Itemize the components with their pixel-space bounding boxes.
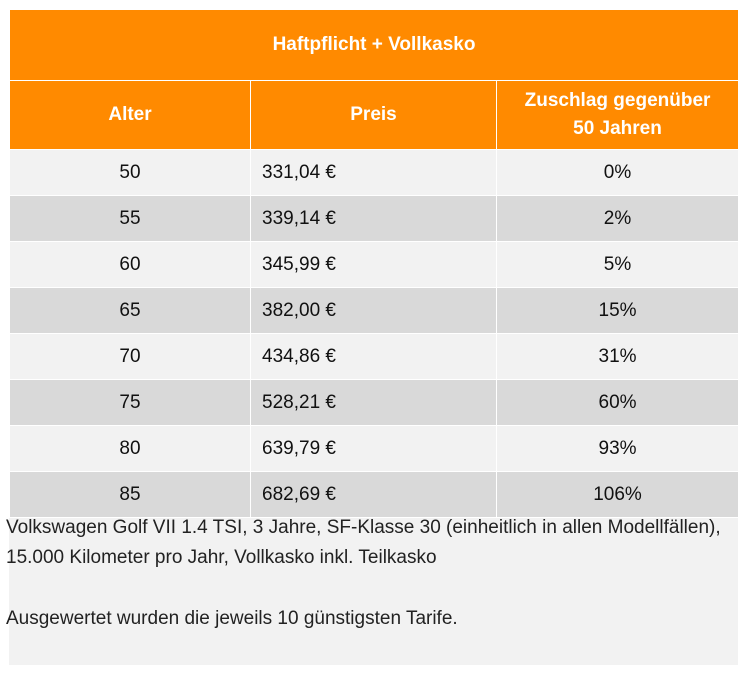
surcharge-cell: 60% <box>495 379 740 426</box>
table-row: 85 682,69 € 106% <box>9 471 740 518</box>
age-cell: 60 <box>9 241 251 288</box>
table-row: 50 331,04 € 0% <box>9 149 740 196</box>
price-cell: 434,86 € <box>250 333 497 380</box>
table-row: 65 382,00 € 15% <box>9 287 740 334</box>
insurance-price-table-panel: Haftpflicht + Vollkasko Alter Preis Zusc… <box>8 9 740 665</box>
price-cell: 382,00 € <box>250 287 497 334</box>
surcharge-cell: 2% <box>495 195 740 242</box>
surcharge-cell: 31% <box>495 333 740 380</box>
table-row: 75 528,21 € 60% <box>9 379 740 426</box>
price-cell: 528,21 € <box>250 379 497 426</box>
column-header-surcharge-line1: Zuschlag gegenüber <box>524 90 711 111</box>
table-title-row: Haftpflicht + Vollkasko <box>8 9 740 81</box>
surcharge-cell: 5% <box>495 241 740 288</box>
price-cell: 682,69 € <box>250 471 497 518</box>
table-title: Haftpflicht + Vollkasko <box>8 9 740 81</box>
evaluation-note: Ausgewertet wurden die jeweils 10 günsti… <box>6 608 458 629</box>
age-cell: 70 <box>9 333 251 380</box>
surcharge-cell: 93% <box>495 425 740 472</box>
age-cell: 50 <box>9 149 251 196</box>
price-cell: 639,79 € <box>250 425 497 472</box>
table-footnotes: Volkswagen Golf VII 1.4 TSI, 3 Jahre, SF… <box>6 513 724 634</box>
age-cell: 55 <box>9 195 251 242</box>
column-header-surcharge-line2: 50 Jahren <box>573 118 662 139</box>
table-row: 70 434,86 € 31% <box>9 333 740 380</box>
age-cell: 65 <box>9 287 251 334</box>
age-cell: 85 <box>9 471 251 518</box>
table-row: 55 339,14 € 2% <box>9 195 740 242</box>
price-cell: 339,14 € <box>250 195 497 242</box>
table-row: 60 345,99 € 5% <box>9 241 740 288</box>
column-header-price: Preis <box>250 80 497 150</box>
age-cell: 75 <box>9 379 251 426</box>
price-table: Haftpflicht + Vollkasko Alter Preis Zusc… <box>8 9 740 518</box>
price-cell: 331,04 € <box>250 149 497 196</box>
vehicle-info-note: Volkswagen Golf VII 1.4 TSI, 3 Jahre, SF… <box>6 517 721 568</box>
surcharge-cell: 15% <box>495 287 740 334</box>
surcharge-cell: 106% <box>495 471 740 518</box>
surcharge-cell: 0% <box>495 149 740 196</box>
column-header-age: Alter <box>9 80 251 150</box>
age-cell: 80 <box>9 425 251 472</box>
price-cell: 345,99 € <box>250 241 497 288</box>
column-header-surcharge: Zuschlag gegenüber 50 Jahren <box>495 80 740 150</box>
table-row: 80 639,79 € 93% <box>9 425 740 472</box>
table-header-row: Alter Preis Zuschlag gegenüber 50 Jahren <box>9 80 740 150</box>
